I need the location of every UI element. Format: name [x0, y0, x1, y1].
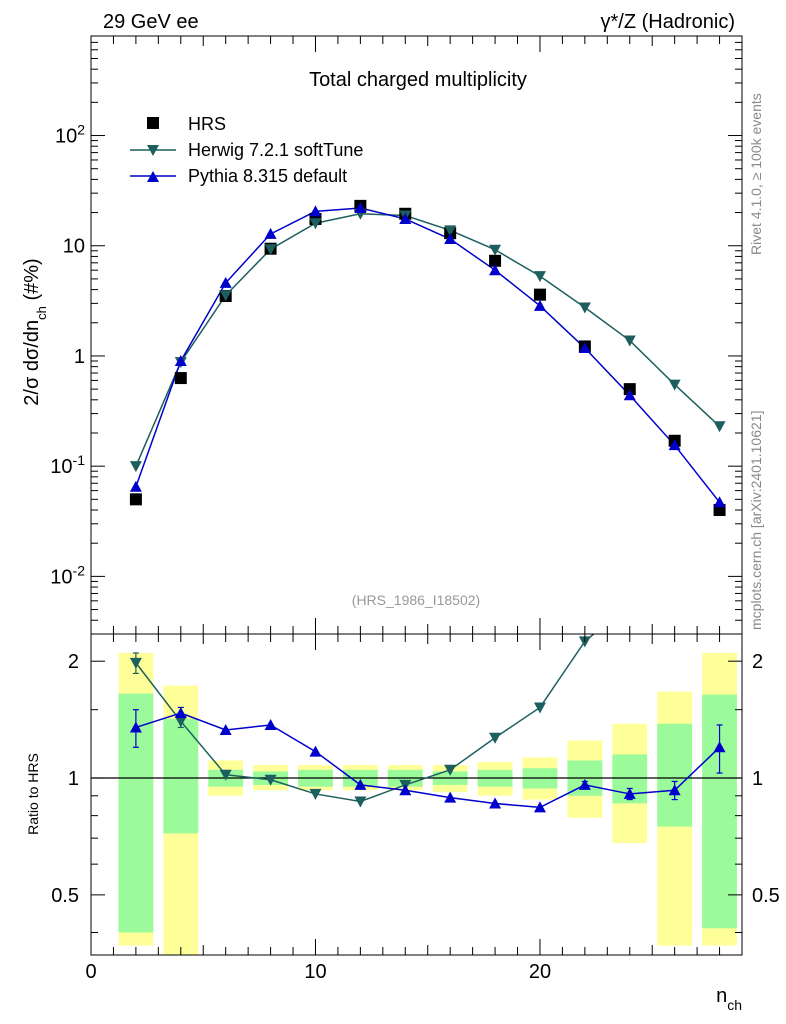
pythia-ratio-point	[399, 784, 412, 796]
herwig-ratio-point	[444, 764, 457, 776]
herwig-ratio-point	[533, 702, 546, 714]
pythia-ratio-point	[174, 707, 187, 719]
analysis-tag: (HRS_1986_I18502)	[352, 592, 480, 608]
pythia-point	[219, 276, 232, 288]
pythia-point	[489, 264, 502, 276]
pythia-ratio-point	[219, 723, 232, 735]
ratio-panel: 0.5 0.51 12 20 10 20 Ratio to HRS nch	[25, 480, 780, 1013]
herwig-point	[264, 244, 277, 256]
pythia-point	[623, 389, 636, 401]
herwig-ratio-point	[669, 572, 681, 583]
mcplots-label: mcplots.cern.ch [arXiv:2401.10621]	[748, 411, 764, 630]
pythia-ratio-point	[309, 745, 322, 757]
y-tick-label: 10-1	[50, 452, 85, 478]
herwig-ratio-point	[264, 774, 277, 786]
main-panel: 10-2 10-1 1 10 102 Total charged multiplicit…	[21, 35, 743, 635]
y-tick-label: 10	[63, 236, 85, 258]
uncertainty-band-inner	[163, 718, 199, 834]
hrs-point	[533, 288, 546, 301]
pythia-point	[129, 480, 142, 492]
herwig-ratio-point	[309, 788, 322, 800]
pythia-ratio-point	[668, 784, 681, 796]
herwig-point	[309, 218, 322, 230]
pythia-point	[399, 212, 412, 224]
ratio-y-tick-label: 2	[68, 651, 79, 673]
legend-hrs-label: HRS	[188, 114, 226, 134]
x-tick-label: 0	[85, 961, 96, 983]
header-right: γ*/Z (Hadronic)	[601, 11, 735, 33]
pythia-point	[354, 202, 367, 214]
ratio-ylabel: Ratio to HRS	[25, 753, 41, 835]
hrs-point	[129, 493, 142, 506]
pythia-ratio-line	[135, 712, 721, 809]
herwig-ratio-point	[489, 732, 502, 744]
legend-pythia-marker	[147, 171, 159, 182]
ratio-frame	[90, 633, 743, 956]
pythia-ratio-point	[444, 791, 457, 803]
hrs-point	[713, 504, 726, 517]
ratio-y-tick-label-right: 1	[752, 768, 763, 790]
pythia-point	[174, 354, 187, 366]
pythia-ratio-point	[533, 801, 546, 813]
herwig-point	[713, 421, 726, 433]
herwig-line	[135, 213, 721, 467]
pythia-ratio-point	[713, 741, 726, 753]
x-tick-label: 20	[529, 961, 551, 983]
hrs-point	[489, 254, 502, 267]
hrs-point	[174, 372, 187, 385]
pythia-point	[309, 205, 322, 217]
x-axis-label: nch	[716, 985, 742, 1013]
herwig-ratio-point	[354, 796, 367, 808]
ratio-y-tick-label-right: 2	[752, 651, 763, 673]
main-title: Total charged multiplicity	[309, 69, 527, 91]
pythia-point	[444, 233, 457, 245]
legend: HRS Herwig 7.2.1 softTune Pythia 8.315 d…	[130, 114, 363, 186]
legend-herwig-marker	[147, 145, 159, 156]
herwig-ratio-point	[624, 599, 636, 610]
herwig-point	[533, 271, 546, 283]
header-left: 29 GeV ee	[103, 11, 199, 33]
herwig-point	[578, 302, 591, 314]
rivet-label: Rivet 4.1.0, ≥ 100k events	[748, 93, 764, 255]
main-ylabel: 2/σ dσ/dnch (#%)	[21, 258, 49, 405]
pythia-point	[578, 342, 591, 354]
y-tick-label: 10-2	[50, 562, 85, 588]
x-tick-label: 10	[304, 961, 326, 983]
pythia-line	[135, 207, 721, 503]
y-tick-label: 1	[74, 346, 85, 368]
pythia-ratio-point	[264, 718, 277, 730]
pythia-point	[264, 227, 277, 239]
ratio-y-tick-label-right: 0.5	[752, 885, 780, 907]
herwig-point	[668, 379, 681, 391]
hrs-point	[623, 383, 636, 396]
herwig-point	[489, 244, 502, 256]
pythia-ratio-point	[129, 721, 142, 733]
pythia-point	[668, 439, 681, 451]
legend-pythia-label: Pythia 8.315 default	[188, 166, 347, 186]
herwig-point	[129, 461, 142, 473]
pythia-point	[533, 299, 546, 311]
pythia-point	[713, 496, 726, 508]
ratio-y-tick-label: 0.5	[51, 885, 79, 907]
pythia-ratio-point	[489, 797, 502, 809]
ratio-y-tick-label: 1	[68, 768, 79, 790]
herwig-ratio-point	[174, 716, 187, 728]
ratio-content	[91, 480, 742, 955]
herwig-point	[219, 290, 232, 302]
herwig-ratio-point	[714, 480, 726, 491]
pythia-ratio-point	[578, 778, 591, 790]
pythia-ratio-point	[623, 787, 636, 799]
herwig-ratio-point	[129, 657, 142, 669]
uncertainty-band-inner	[657, 723, 693, 827]
y-tick-label: 102	[55, 122, 85, 148]
legend-herwig-label: Herwig 7.2.1 softTune	[188, 140, 363, 160]
herwig-ratio-point	[219, 769, 232, 781]
legend-hrs-marker	[147, 117, 159, 129]
pythia-ratio-point	[354, 778, 367, 790]
herwig-ratio-line	[135, 634, 595, 803]
herwig-point	[444, 225, 457, 237]
herwig-point	[623, 335, 636, 347]
